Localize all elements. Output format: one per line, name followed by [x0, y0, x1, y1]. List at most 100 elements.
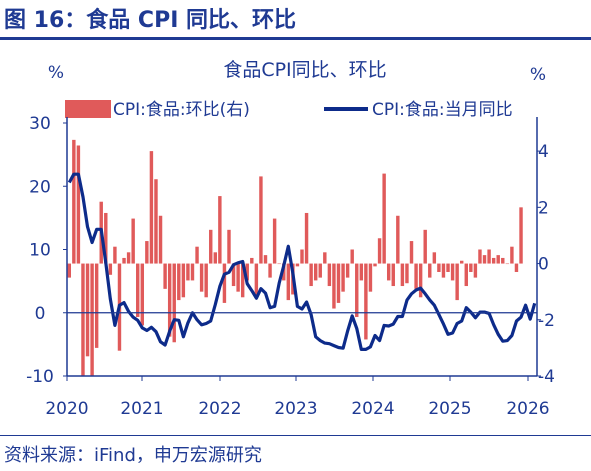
- right-axis-unit: %: [530, 65, 546, 85]
- bar: [355, 263, 359, 317]
- bar: [163, 263, 167, 289]
- bar: [396, 215, 400, 264]
- bar: [519, 207, 523, 264]
- bar: [341, 263, 345, 292]
- bar: [104, 212, 108, 264]
- bar: [81, 263, 85, 376]
- bar: [167, 263, 172, 337]
- bar: [473, 263, 478, 278]
- bar: [478, 249, 482, 264]
- bar: [272, 218, 277, 264]
- bar: [204, 263, 208, 298]
- bar: [405, 263, 409, 284]
- legend-label-line: CPI:食品:当月同比: [372, 100, 513, 120]
- source-rule: [0, 435, 591, 436]
- bar: [67, 263, 71, 278]
- bar: [181, 263, 186, 298]
- right-tick-label: 2: [538, 198, 549, 218]
- bar: [286, 263, 291, 301]
- bar: [72, 139, 76, 264]
- x-tick-label: 2021: [120, 399, 163, 419]
- bar: [464, 263, 468, 287]
- bar: [94, 263, 99, 348]
- bar: [441, 263, 446, 278]
- legend-swatch-bar: [65, 100, 111, 118]
- bar: [195, 246, 199, 264]
- bar: [236, 263, 240, 292]
- bar: [350, 249, 354, 264]
- bar: [126, 252, 131, 264]
- x-tick-label: 2020: [45, 399, 88, 419]
- bar: [240, 263, 245, 298]
- bar: [227, 229, 231, 264]
- bar: [113, 246, 117, 264]
- x-tick-label: 2024: [351, 399, 394, 419]
- bar: [313, 263, 318, 281]
- bar: [482, 255, 487, 264]
- bar: [263, 255, 268, 264]
- bar: [323, 252, 327, 264]
- line-series: [67, 172, 537, 351]
- bar: [190, 263, 195, 281]
- left-tick-label: -10: [26, 367, 54, 387]
- bar: [327, 263, 332, 287]
- bar: [487, 249, 491, 264]
- bar: [277, 263, 281, 265]
- title-rule: [0, 37, 591, 40]
- bar: [122, 257, 126, 264]
- bar: [428, 263, 432, 278]
- bar: [418, 263, 423, 298]
- bar: [218, 196, 222, 264]
- bar: [455, 263, 459, 301]
- bar: [199, 263, 204, 292]
- x-tick-label: 2025: [428, 399, 471, 419]
- legend: CPI:食品:环比(右) CPI:食品:当月同比: [65, 100, 513, 120]
- bar: [254, 263, 259, 298]
- bar: [364, 263, 368, 340]
- bar: [158, 215, 163, 264]
- bar: [450, 263, 455, 281]
- bar: [459, 260, 464, 264]
- bar: [222, 263, 227, 303]
- bar: [145, 241, 149, 264]
- bar: [505, 263, 510, 265]
- bar: [90, 263, 94, 376]
- bar: [154, 179, 158, 264]
- right-tick-label: -4: [538, 367, 555, 387]
- bar: [268, 263, 272, 278]
- bar: [373, 263, 377, 267]
- left-tick-label: 20: [29, 177, 51, 197]
- bar: [172, 263, 176, 343]
- bar: [446, 263, 450, 272]
- bar: [359, 263, 364, 281]
- x-tick-label: 2026: [506, 399, 549, 419]
- legend-label-bar: CPI:食品:环比(右): [113, 100, 250, 120]
- source-note: 资料来源：iFind，申万宏源研究: [4, 445, 262, 466]
- bar: [368, 263, 373, 292]
- right-tick-label: -2: [538, 311, 555, 331]
- bar: [510, 246, 514, 264]
- left-tick-label: 0: [35, 304, 46, 324]
- bar-series: [67, 139, 523, 376]
- x-tick-labels: 2020 2021 2022 2023 2024 2025 2026: [45, 376, 550, 419]
- bar: [186, 263, 190, 281]
- left-tick-labels: -10 0 10 20 30: [26, 114, 67, 387]
- axes: [66, 117, 538, 377]
- bar: [304, 212, 309, 264]
- bar: [332, 263, 336, 309]
- bar: [400, 263, 405, 287]
- bar: [177, 263, 181, 301]
- x-tick-label: 2023: [274, 399, 317, 419]
- bar: [491, 257, 496, 264]
- bar: [514, 263, 519, 272]
- bar: [85, 263, 90, 357]
- bar: [432, 252, 437, 264]
- bar: [409, 241, 414, 264]
- bar: [136, 263, 140, 317]
- bar: [437, 263, 441, 272]
- bar: [295, 263, 300, 267]
- bar: [149, 151, 154, 264]
- bar: [131, 218, 135, 264]
- bar: [140, 263, 145, 326]
- bar: [309, 263, 313, 287]
